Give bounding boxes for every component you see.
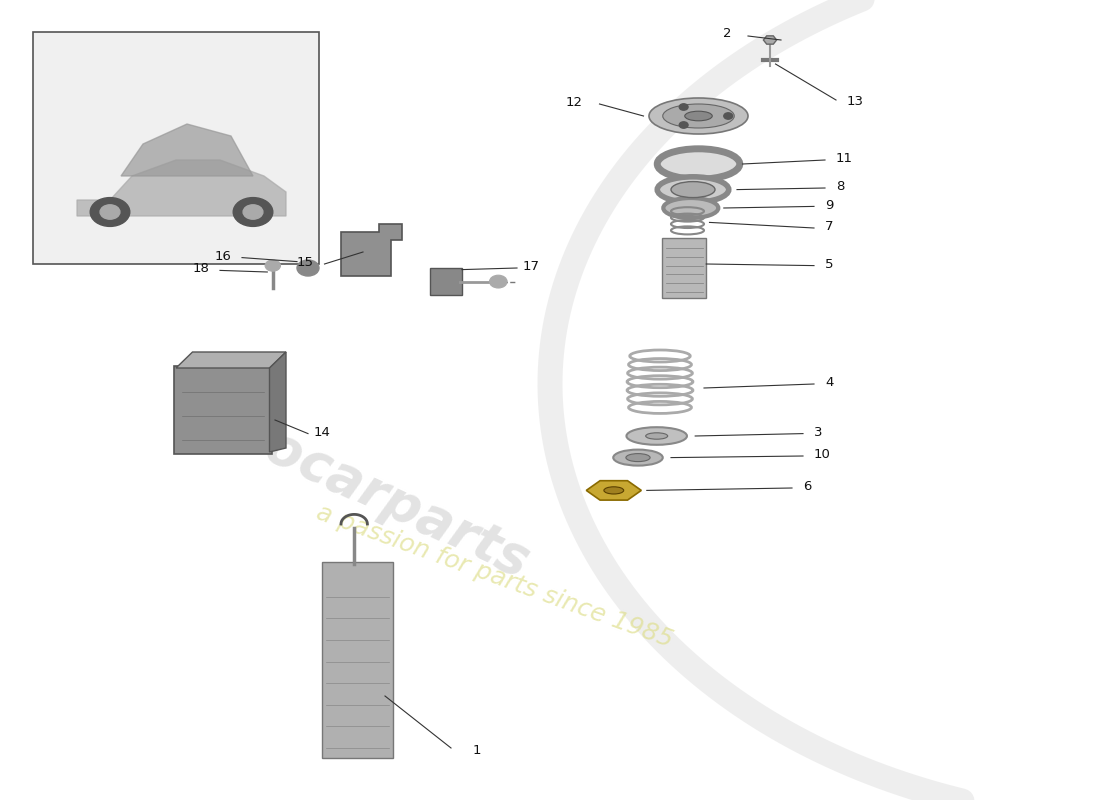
Text: 7: 7 [825,220,834,233]
Text: 18: 18 [192,262,209,275]
Polygon shape [270,352,286,452]
Ellipse shape [614,450,662,466]
Text: eurocarparts: eurocarparts [167,379,537,589]
Polygon shape [121,124,253,176]
Text: 10: 10 [814,448,830,461]
Ellipse shape [658,177,728,202]
Circle shape [265,260,280,271]
Text: 16: 16 [214,250,231,262]
Text: 2: 2 [723,27,732,40]
Circle shape [233,198,273,226]
Circle shape [680,122,689,128]
Text: 1: 1 [473,744,482,757]
Circle shape [680,104,689,110]
Text: 4: 4 [825,376,834,389]
FancyBboxPatch shape [662,238,706,298]
Ellipse shape [662,104,735,128]
FancyBboxPatch shape [430,268,462,295]
Circle shape [724,113,733,119]
Ellipse shape [646,433,668,439]
Text: 13: 13 [847,95,864,108]
Polygon shape [341,224,402,276]
Polygon shape [586,481,641,500]
Text: 6: 6 [803,480,812,493]
Circle shape [297,260,319,276]
Ellipse shape [649,98,748,134]
Polygon shape [77,160,286,216]
FancyBboxPatch shape [174,366,272,454]
Text: a passion for parts since 1985: a passion for parts since 1985 [314,500,676,652]
Ellipse shape [658,149,739,179]
Text: 5: 5 [825,258,834,270]
Polygon shape [763,36,777,44]
Circle shape [100,205,120,219]
FancyBboxPatch shape [33,32,319,264]
Ellipse shape [626,454,650,462]
Text: 11: 11 [836,152,852,165]
Circle shape [490,275,507,288]
Circle shape [90,198,130,226]
Text: 17: 17 [522,260,539,273]
Ellipse shape [663,198,718,218]
Text: 15: 15 [297,256,313,269]
Polygon shape [176,352,286,368]
Text: 8: 8 [836,180,845,193]
Text: 12: 12 [566,96,583,109]
Text: 9: 9 [825,199,834,212]
Ellipse shape [684,111,713,121]
Ellipse shape [671,182,715,198]
Ellipse shape [626,427,686,445]
FancyBboxPatch shape [322,562,393,758]
Circle shape [243,205,263,219]
Text: 3: 3 [814,426,823,438]
Text: 14: 14 [314,426,330,438]
Ellipse shape [604,486,624,494]
